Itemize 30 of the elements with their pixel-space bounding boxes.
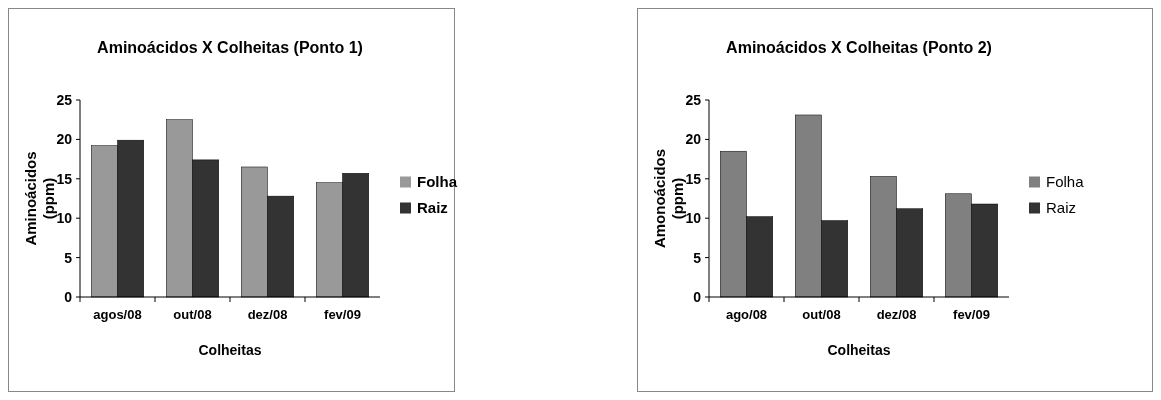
y-tick-label: 25: [56, 91, 73, 108]
x-tick-label: dez/08: [247, 307, 288, 322]
legend-label: Folha: [417, 172, 458, 190]
y-tick-label: 5: [693, 249, 702, 266]
chart-title: Aminoácidos X Colheitas (Ponto 2): [726, 39, 992, 56]
y-tick-label: 15: [685, 170, 702, 187]
x-tick-label: out/08: [173, 307, 212, 322]
y-tick-label: 25: [685, 91, 702, 108]
x-tick-label: agos/08: [93, 307, 142, 322]
legend-label: Raiz: [417, 198, 448, 216]
x-tick-label: dez/08: [876, 307, 917, 322]
x-tick-label: out/08: [802, 307, 841, 322]
x-axis-title: Colheitas: [198, 342, 262, 358]
legend-label: Raiz: [1046, 198, 1077, 216]
y-tick-label: 0: [693, 288, 702, 305]
y-tick-label: 20: [56, 131, 73, 148]
y-tick-label: 10: [685, 210, 702, 227]
x-axis-title: Colheitas: [827, 342, 891, 358]
x-tick-label: fev/09: [324, 307, 361, 322]
y-tick-label: 10: [56, 210, 73, 227]
x-tick-label: ago/08: [725, 307, 768, 322]
y-tick-label: 5: [64, 249, 73, 266]
y-tick-label: 20: [685, 131, 702, 148]
y-tick-label: 0: [64, 288, 73, 305]
x-tick-label: fev/09: [953, 307, 990, 322]
chart-title: Aminoácidos X Colheitas (Ponto 1): [97, 39, 363, 56]
y-axis-title: Aminoácidos (ppm): [22, 151, 57, 246]
y-axis-title: Amonoácidos (ppm): [651, 148, 686, 249]
y-tick-label: 15: [56, 170, 73, 187]
legend-label: Folha: [1046, 172, 1085, 190]
